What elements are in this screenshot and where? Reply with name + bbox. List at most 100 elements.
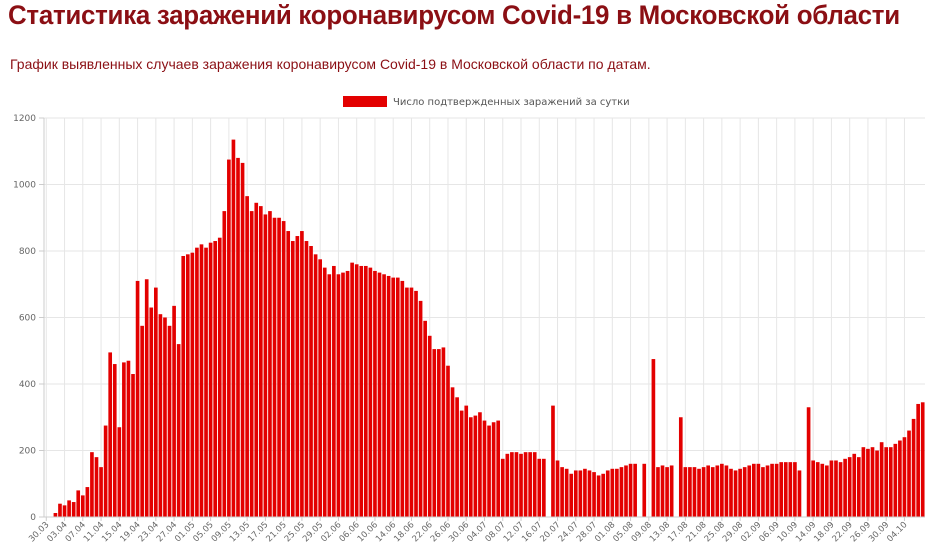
bar [610,468,615,517]
bar [496,420,501,517]
bar [163,317,167,517]
bar [259,206,263,518]
bar [633,463,637,517]
bar [583,468,587,517]
bar [893,443,898,517]
bar [405,287,409,517]
bar [336,274,341,517]
bar [811,460,815,517]
bar [363,265,368,517]
bar [555,460,560,517]
bar [53,513,58,517]
bar [427,335,432,517]
bar [85,487,90,517]
y-tick-label: 0 [30,513,36,523]
bar [660,465,665,517]
bar [528,452,532,517]
bar [322,267,327,518]
bar [112,364,117,517]
bar [624,465,628,517]
bar [131,374,135,517]
bar [756,463,761,517]
bar [199,244,204,517]
y-tick-label: 1000 [13,181,36,191]
bar [523,452,528,517]
bar [400,280,405,517]
bar [861,447,866,517]
y-tick-label: 200 [19,447,36,457]
bar [154,287,158,517]
bar [423,320,427,517]
bar [724,465,729,517]
bar [697,468,701,517]
bar [628,463,633,517]
bar [254,202,259,518]
bars [53,139,925,518]
bar [537,458,542,517]
bar [158,314,163,517]
y-tick-label: 800 [19,247,36,257]
bar [464,405,469,517]
page-subtitle: График выявленных случаев заражения коро… [10,56,651,72]
bar [382,274,386,517]
bar [578,470,583,517]
bar [838,462,843,517]
bar [532,452,537,517]
bar [797,470,802,517]
bar [738,468,742,517]
bar [195,247,199,518]
bar [71,502,76,517]
bar [304,241,309,517]
bar [227,159,231,517]
bar [345,270,350,517]
chart-legend[interactable]: Число подтвержденных заражений за сутки [343,96,630,108]
bar [263,214,268,517]
bar [482,420,487,517]
bar [281,221,286,517]
x-tick-label: 04.10 [885,520,909,544]
bar [820,463,825,517]
bar [437,349,441,517]
bar [866,448,870,517]
bar [377,272,382,517]
bar [181,255,186,518]
bar [688,467,692,518]
bar [605,470,610,517]
bar [642,463,647,517]
bar [373,270,377,517]
bar [656,467,660,518]
bar [487,425,491,517]
bar [354,264,359,517]
bar [615,468,619,517]
bar [779,462,784,517]
bar [268,211,272,517]
bar [669,465,674,517]
bar [596,475,601,517]
bar [126,360,131,517]
bar [185,254,190,517]
bar [710,467,715,518]
bar [569,473,574,517]
bar [318,259,322,517]
bar [825,465,829,517]
bar [806,407,811,517]
bar [911,418,916,517]
bar [505,453,510,517]
bar [300,231,304,518]
bar [870,447,875,517]
bar [733,470,738,517]
bar [747,465,752,517]
bar [793,462,797,517]
bar [551,405,555,517]
bar [701,467,706,518]
bar [902,437,907,517]
bar [564,468,569,517]
bar [788,462,793,517]
bar [103,425,108,517]
bar [510,452,514,517]
bar [587,470,592,517]
bar [62,505,67,517]
bar [706,465,710,517]
bar [386,275,391,517]
